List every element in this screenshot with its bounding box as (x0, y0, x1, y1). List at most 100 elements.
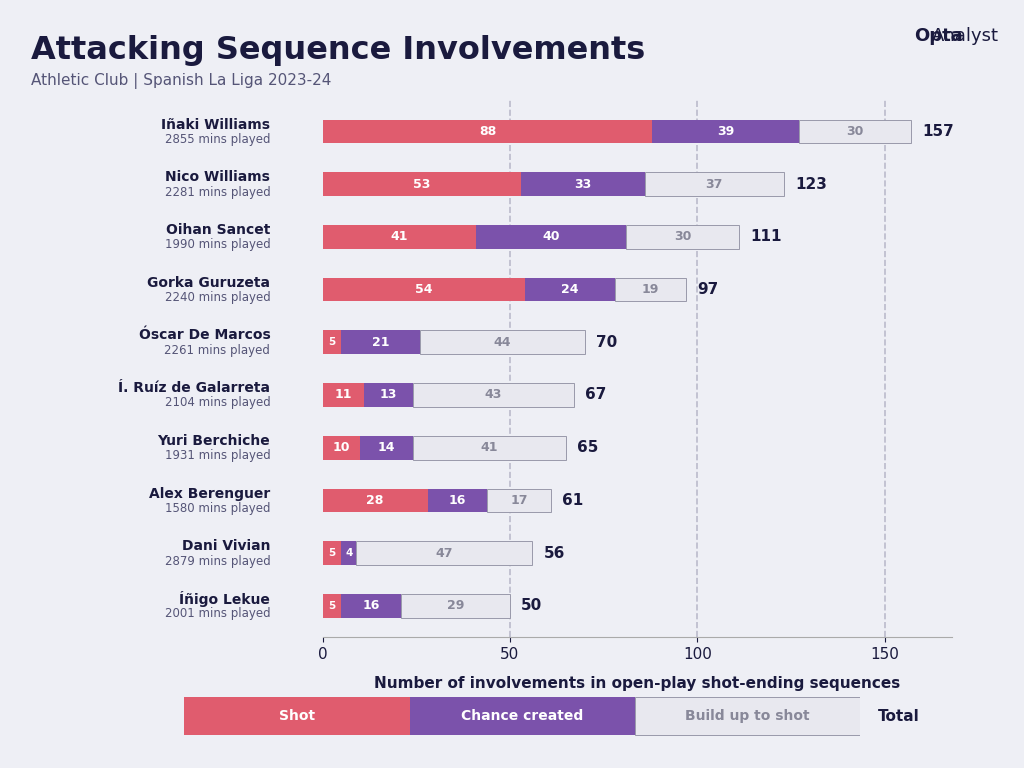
Bar (323, 488, 428, 512)
Text: 30: 30 (846, 125, 863, 138)
Text: Yuri Berchiche: Yuri Berchiche (158, 434, 270, 448)
Text: 2281 mins played: 2281 mins played (165, 186, 270, 199)
Text: 37: 37 (706, 177, 723, 190)
Bar (487, 488, 551, 512)
Bar (476, 225, 627, 249)
Bar (323, 330, 341, 354)
Text: 11: 11 (335, 389, 352, 402)
Text: Gorka Guruzeta: Gorka Guruzeta (147, 276, 270, 290)
Text: 10: 10 (333, 441, 350, 454)
Bar (323, 594, 341, 617)
Bar (341, 594, 401, 617)
Text: Opta: Opta (914, 27, 964, 45)
Text: 14: 14 (378, 441, 395, 454)
Text: 44: 44 (494, 336, 511, 349)
Text: 88: 88 (479, 125, 496, 138)
Text: 2261 mins played: 2261 mins played (165, 344, 270, 356)
Text: 56: 56 (544, 545, 565, 561)
Text: 123: 123 (795, 177, 826, 192)
Text: 2104 mins played: 2104 mins played (165, 396, 270, 409)
Bar (323, 383, 364, 407)
Text: Íñigo Lekue: Íñigo Lekue (179, 591, 270, 607)
Text: 28: 28 (367, 494, 384, 507)
Text: 16: 16 (362, 599, 380, 612)
Bar (428, 488, 487, 512)
Text: Í. Ruíz de Galarreta: Í. Ruíz de Galarreta (119, 381, 270, 396)
Bar (323, 120, 652, 144)
Text: Óscar De Marcos: Óscar De Marcos (138, 329, 270, 343)
Text: 2879 mins played: 2879 mins played (165, 554, 270, 568)
Text: 41: 41 (480, 441, 498, 454)
Text: 157: 157 (923, 124, 954, 139)
Text: 1931 mins played: 1931 mins played (165, 449, 270, 462)
Bar (323, 225, 476, 249)
Text: 61: 61 (562, 493, 584, 508)
Bar (356, 541, 532, 565)
Text: Chance created: Chance created (461, 709, 584, 723)
Text: 19: 19 (642, 283, 659, 296)
Text: Athletic Club | Spanish La Liga 2023-24: Athletic Club | Spanish La Liga 2023-24 (31, 73, 331, 89)
Text: Total: Total (879, 709, 920, 723)
Bar (341, 541, 356, 565)
Text: 111: 111 (750, 230, 781, 244)
Text: 1990 mins played: 1990 mins played (165, 238, 270, 251)
Text: 97: 97 (697, 282, 719, 297)
Text: Build up to shot: Build up to shot (685, 709, 810, 723)
Text: 53: 53 (414, 177, 430, 190)
Bar (799, 120, 911, 144)
Text: 16: 16 (449, 494, 466, 507)
Text: 54: 54 (415, 283, 432, 296)
Bar (413, 383, 573, 407)
Text: 2001 mins played: 2001 mins played (165, 607, 270, 621)
Bar (364, 383, 413, 407)
Text: 40: 40 (543, 230, 560, 243)
Bar (521, 172, 645, 196)
Text: Oihan Sancet: Oihan Sancet (166, 223, 270, 237)
Text: 33: 33 (574, 177, 592, 190)
Bar (401, 594, 510, 617)
Bar (652, 120, 799, 144)
FancyBboxPatch shape (184, 697, 410, 735)
Text: 41: 41 (390, 230, 409, 243)
X-axis label: Number of involvements in open-play shot-ending sequences: Number of involvements in open-play shot… (375, 676, 900, 691)
Bar (420, 330, 585, 354)
Text: Shot: Shot (279, 709, 315, 723)
Text: 70: 70 (596, 335, 617, 349)
Text: 67: 67 (585, 388, 606, 402)
Text: 5: 5 (329, 601, 336, 611)
Text: Iñaki Williams: Iñaki Williams (162, 118, 270, 131)
Text: 50: 50 (521, 598, 543, 614)
FancyBboxPatch shape (410, 697, 635, 735)
Text: 1580 mins played: 1580 mins played (165, 502, 270, 515)
Text: Dani Vivian: Dani Vivian (182, 539, 270, 553)
Text: 21: 21 (372, 336, 389, 349)
Text: Attacking Sequence Involvements: Attacking Sequence Involvements (31, 35, 645, 65)
Text: 65: 65 (578, 440, 599, 455)
Text: 29: 29 (446, 599, 464, 612)
Bar (323, 541, 341, 565)
Bar (525, 278, 615, 302)
FancyBboxPatch shape (635, 697, 860, 735)
Bar (615, 278, 686, 302)
Bar (360, 436, 413, 459)
Bar (627, 225, 738, 249)
Text: Alex Berenguer: Alex Berenguer (150, 487, 270, 501)
Text: 2240 mins played: 2240 mins played (165, 291, 270, 304)
Text: 43: 43 (484, 389, 502, 402)
Text: 5: 5 (329, 337, 336, 347)
Text: 13: 13 (380, 389, 397, 402)
Bar (323, 172, 521, 196)
Bar (645, 172, 783, 196)
Bar (413, 436, 566, 459)
Text: Analyst: Analyst (932, 27, 998, 45)
Text: 2855 mins played: 2855 mins played (165, 133, 270, 146)
Text: 47: 47 (435, 547, 454, 560)
Text: 5: 5 (329, 548, 336, 558)
Bar (341, 330, 420, 354)
Text: 4: 4 (345, 548, 352, 558)
Text: 30: 30 (674, 230, 691, 243)
Text: Nico Williams: Nico Williams (166, 170, 270, 184)
Text: 17: 17 (511, 494, 528, 507)
Bar (323, 278, 525, 302)
Text: 24: 24 (561, 283, 579, 296)
